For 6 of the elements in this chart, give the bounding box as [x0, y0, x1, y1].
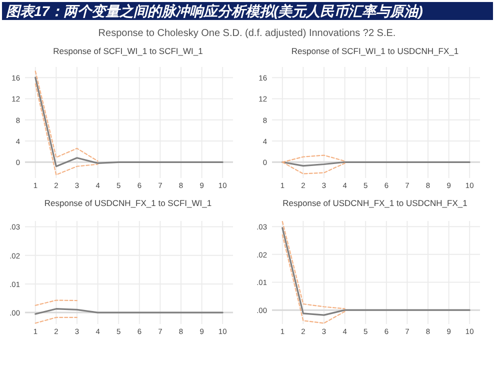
text: 图表17：两个变量之间的脉冲响应分析模拟(美元人民币汇率与原油) [6, 3, 424, 19]
chart-title: Response of USDCNH_FX_1 to SCFI_WI_1 [44, 198, 212, 208]
chart-title: Response of SCFI_WI_1 to USDCNH_FX_1 [291, 46, 459, 56]
chart-title: Response of USDCNH_FX_1 to USDCNH_FX_1 [282, 198, 468, 208]
chart-title: Response of SCFI_WI_1 to SCFI_WI_1 [53, 46, 204, 56]
text: Response to Cholesky One S.D. (d.f. adjusted) Innovations ?2 S.E. [98, 28, 396, 39]
